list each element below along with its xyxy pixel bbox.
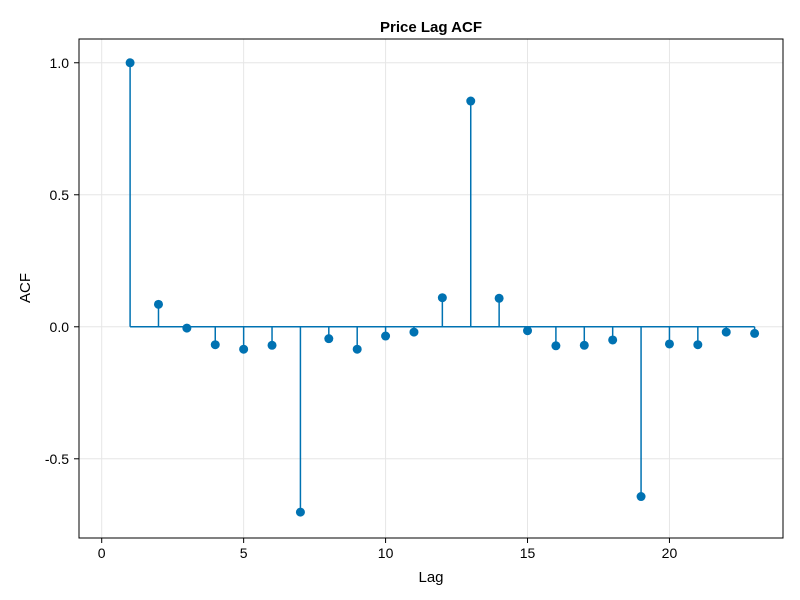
x-tick-label: 0: [98, 545, 106, 561]
stem-marker: [750, 328, 760, 338]
stem-marker: [466, 96, 476, 106]
x-tick-label: 15: [520, 545, 536, 561]
stem-marker: [693, 340, 703, 350]
stem-marker: [381, 331, 391, 341]
stem-series: [125, 58, 760, 517]
stem-marker: [409, 327, 419, 337]
y-tick-label: 0.5: [50, 187, 70, 203]
x-tick-label: 5: [240, 545, 248, 561]
stem-marker: [523, 326, 533, 336]
x-tick-label: 20: [662, 545, 678, 561]
stem-marker: [721, 327, 731, 337]
stem-marker: [182, 323, 192, 333]
y-tick-label: 1.0: [50, 55, 70, 71]
stem-marker: [551, 341, 561, 351]
y-tick-label: 0.0: [50, 319, 70, 335]
x-tick-label: 10: [378, 545, 394, 561]
stem-marker: [608, 335, 618, 345]
y-tick-label: -0.5: [45, 451, 69, 467]
axis-ticks: 0 5 10 15 20 -0.5 0.0 0.5 1.0: [45, 55, 678, 561]
chart-title: Price Lag ACF: [380, 19, 482, 36]
stem-marker: [494, 293, 504, 303]
stem-marker: [324, 334, 334, 344]
stem-marker: [352, 344, 362, 354]
stem-marker: [664, 339, 674, 349]
stem-marker: [153, 299, 163, 309]
grid-lines: [79, 39, 783, 538]
stem-marker: [267, 340, 277, 350]
stem-marker: [437, 293, 447, 303]
y-axis-label: ACF: [17, 273, 34, 303]
x-axis-label: Lag: [418, 569, 443, 586]
stem-marker: [210, 340, 220, 350]
stem-marker: [636, 492, 646, 502]
stem-marker: [239, 344, 249, 354]
stem-marker: [125, 58, 135, 68]
plot-frame: [78, 38, 784, 539]
stem-marker: [579, 340, 589, 350]
stem-marker: [295, 507, 305, 517]
